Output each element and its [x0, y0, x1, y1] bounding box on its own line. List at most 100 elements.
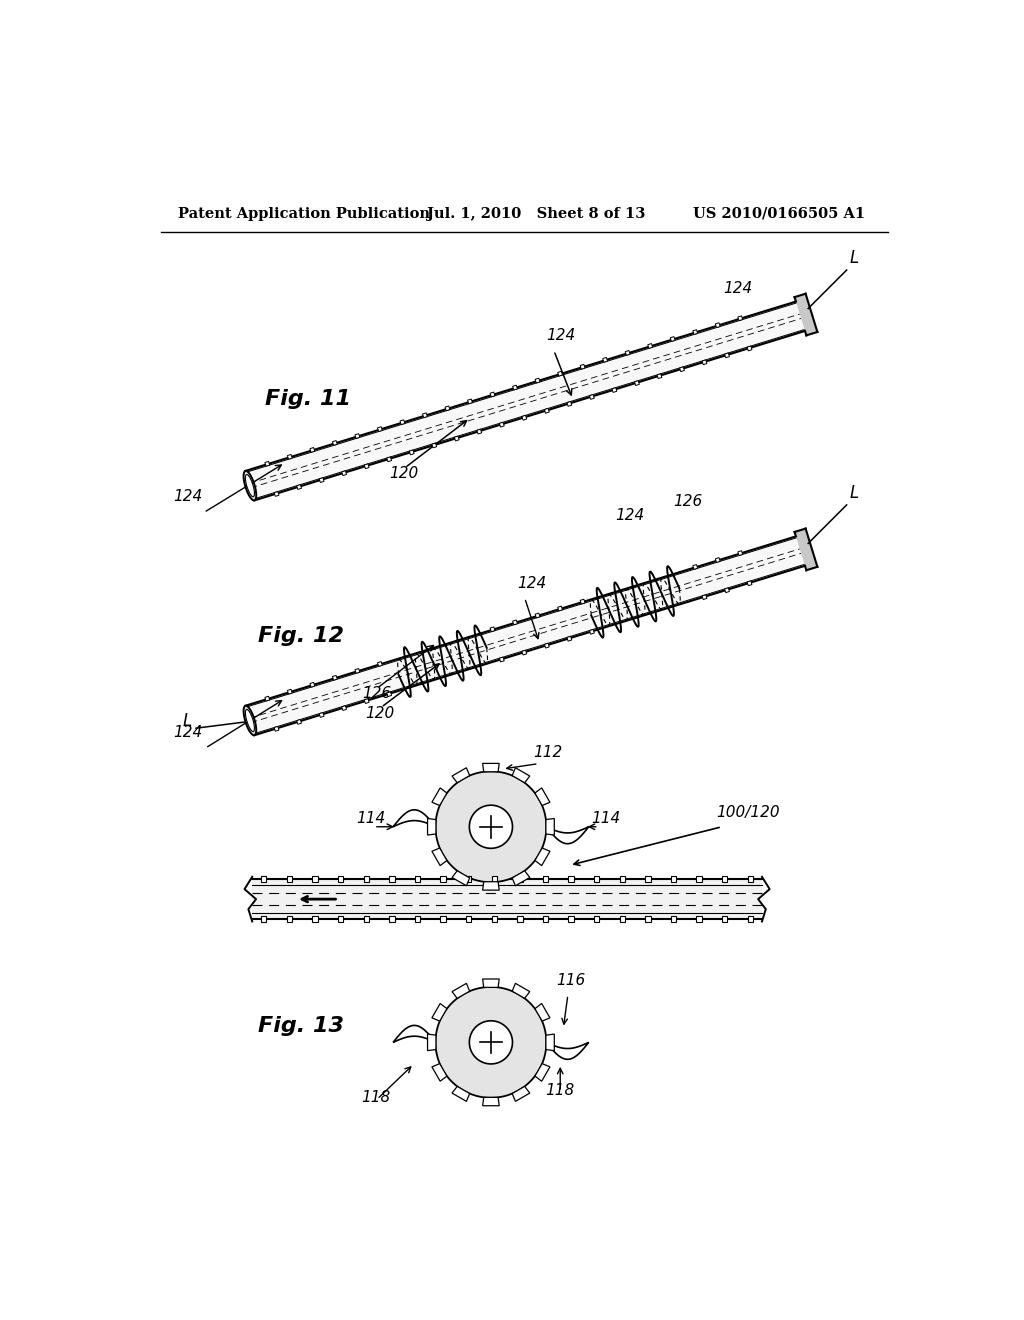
- Polygon shape: [288, 454, 292, 459]
- Polygon shape: [522, 651, 526, 655]
- Polygon shape: [482, 979, 500, 987]
- Bar: [671, 916, 676, 921]
- Polygon shape: [545, 408, 549, 413]
- Polygon shape: [535, 1003, 550, 1022]
- Text: 118: 118: [545, 1082, 574, 1098]
- Polygon shape: [432, 1003, 446, 1022]
- Bar: [415, 876, 420, 882]
- Polygon shape: [246, 536, 797, 708]
- Text: Fig. 13: Fig. 13: [258, 1016, 344, 1036]
- Polygon shape: [546, 1034, 554, 1051]
- Polygon shape: [393, 810, 435, 826]
- Text: 112: 112: [534, 746, 562, 760]
- Polygon shape: [355, 434, 359, 438]
- Bar: [261, 916, 266, 921]
- Bar: [312, 916, 317, 921]
- Text: 126: 126: [674, 495, 702, 510]
- Polygon shape: [648, 343, 652, 348]
- Text: 124: 124: [173, 726, 202, 741]
- Bar: [748, 876, 753, 882]
- Polygon shape: [535, 788, 550, 805]
- Polygon shape: [738, 315, 742, 321]
- Polygon shape: [522, 416, 526, 420]
- Polygon shape: [693, 330, 697, 334]
- Polygon shape: [319, 713, 324, 717]
- Polygon shape: [342, 706, 346, 710]
- Polygon shape: [435, 987, 547, 1098]
- Polygon shape: [342, 471, 346, 475]
- Polygon shape: [387, 692, 391, 697]
- Polygon shape: [716, 557, 720, 562]
- Polygon shape: [274, 491, 279, 496]
- Polygon shape: [545, 643, 549, 648]
- Polygon shape: [469, 1020, 512, 1064]
- Polygon shape: [254, 330, 805, 500]
- Polygon shape: [288, 689, 292, 694]
- Polygon shape: [432, 788, 446, 805]
- Bar: [594, 916, 599, 921]
- Bar: [338, 876, 343, 882]
- Polygon shape: [547, 1043, 589, 1059]
- Polygon shape: [795, 294, 817, 335]
- Polygon shape: [246, 301, 797, 473]
- Polygon shape: [482, 1097, 500, 1106]
- Polygon shape: [500, 422, 504, 428]
- Bar: [543, 916, 548, 921]
- Polygon shape: [265, 462, 269, 466]
- Polygon shape: [738, 550, 742, 556]
- Bar: [312, 876, 317, 882]
- Bar: [671, 876, 676, 882]
- Polygon shape: [657, 374, 662, 379]
- Bar: [364, 876, 369, 882]
- Polygon shape: [671, 337, 675, 342]
- Bar: [466, 876, 471, 882]
- Bar: [492, 876, 497, 882]
- Polygon shape: [265, 696, 269, 701]
- Polygon shape: [246, 537, 805, 734]
- Polygon shape: [635, 380, 639, 385]
- Polygon shape: [490, 392, 495, 397]
- Polygon shape: [725, 587, 729, 593]
- Polygon shape: [702, 360, 707, 364]
- Bar: [338, 916, 343, 921]
- Bar: [620, 916, 625, 921]
- Bar: [696, 916, 701, 921]
- Polygon shape: [558, 371, 562, 376]
- Polygon shape: [246, 304, 805, 499]
- Polygon shape: [482, 763, 500, 772]
- Polygon shape: [603, 358, 607, 362]
- Bar: [645, 876, 650, 882]
- Bar: [722, 916, 727, 921]
- Polygon shape: [612, 388, 616, 392]
- Polygon shape: [512, 983, 529, 998]
- Text: L: L: [850, 484, 859, 502]
- Polygon shape: [387, 457, 391, 462]
- Polygon shape: [547, 826, 589, 843]
- Polygon shape: [452, 871, 470, 886]
- Text: Jul. 1, 2010   Sheet 8 of 13: Jul. 1, 2010 Sheet 8 of 13: [427, 207, 645, 220]
- Bar: [748, 916, 753, 921]
- Polygon shape: [333, 441, 337, 445]
- Bar: [287, 876, 292, 882]
- Polygon shape: [716, 323, 720, 327]
- Text: L: L: [850, 249, 859, 267]
- Polygon shape: [319, 478, 324, 483]
- Polygon shape: [310, 447, 314, 453]
- Polygon shape: [254, 565, 805, 735]
- Bar: [261, 876, 266, 882]
- Text: 100/120: 100/120: [716, 805, 779, 820]
- Polygon shape: [490, 627, 495, 632]
- Polygon shape: [626, 351, 630, 355]
- Polygon shape: [274, 726, 279, 731]
- Bar: [364, 916, 369, 921]
- Text: 118: 118: [361, 1090, 391, 1105]
- Polygon shape: [244, 706, 256, 735]
- Polygon shape: [748, 346, 752, 351]
- Polygon shape: [410, 450, 414, 455]
- Polygon shape: [680, 367, 684, 372]
- Polygon shape: [748, 581, 752, 586]
- Polygon shape: [244, 471, 256, 500]
- Text: 124: 124: [517, 576, 546, 591]
- Polygon shape: [297, 484, 301, 490]
- Bar: [696, 876, 701, 882]
